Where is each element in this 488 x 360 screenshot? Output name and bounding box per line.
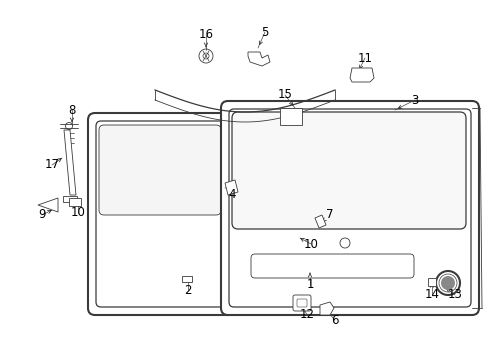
Text: 4: 4 xyxy=(228,189,235,202)
Polygon shape xyxy=(314,215,325,228)
Polygon shape xyxy=(224,180,238,195)
Polygon shape xyxy=(280,108,302,125)
FancyBboxPatch shape xyxy=(99,125,221,215)
Polygon shape xyxy=(64,130,76,195)
FancyBboxPatch shape xyxy=(88,113,235,315)
Polygon shape xyxy=(247,52,269,66)
FancyBboxPatch shape xyxy=(292,295,310,311)
Text: 2: 2 xyxy=(184,284,191,297)
Text: 5: 5 xyxy=(261,26,268,39)
Text: 1: 1 xyxy=(305,279,313,292)
FancyBboxPatch shape xyxy=(69,198,81,206)
Text: 15: 15 xyxy=(277,89,292,102)
Text: 10: 10 xyxy=(303,238,318,251)
Polygon shape xyxy=(319,302,333,315)
FancyBboxPatch shape xyxy=(231,112,465,229)
Text: 16: 16 xyxy=(198,28,213,41)
Text: 12: 12 xyxy=(299,309,314,321)
Text: 3: 3 xyxy=(410,94,418,107)
Polygon shape xyxy=(349,68,373,82)
Circle shape xyxy=(440,276,454,290)
Text: 9: 9 xyxy=(38,208,46,221)
Polygon shape xyxy=(427,278,435,286)
Text: 8: 8 xyxy=(68,104,76,117)
Text: 6: 6 xyxy=(330,314,338,327)
Polygon shape xyxy=(38,198,58,212)
Text: 7: 7 xyxy=(325,208,333,221)
Text: 14: 14 xyxy=(424,288,439,302)
Text: 11: 11 xyxy=(357,51,372,64)
Polygon shape xyxy=(63,196,77,202)
Polygon shape xyxy=(182,276,192,282)
Text: 13: 13 xyxy=(447,288,462,302)
FancyBboxPatch shape xyxy=(250,254,413,278)
Text: 17: 17 xyxy=(44,158,60,171)
Text: 10: 10 xyxy=(70,207,85,220)
FancyBboxPatch shape xyxy=(221,101,478,315)
